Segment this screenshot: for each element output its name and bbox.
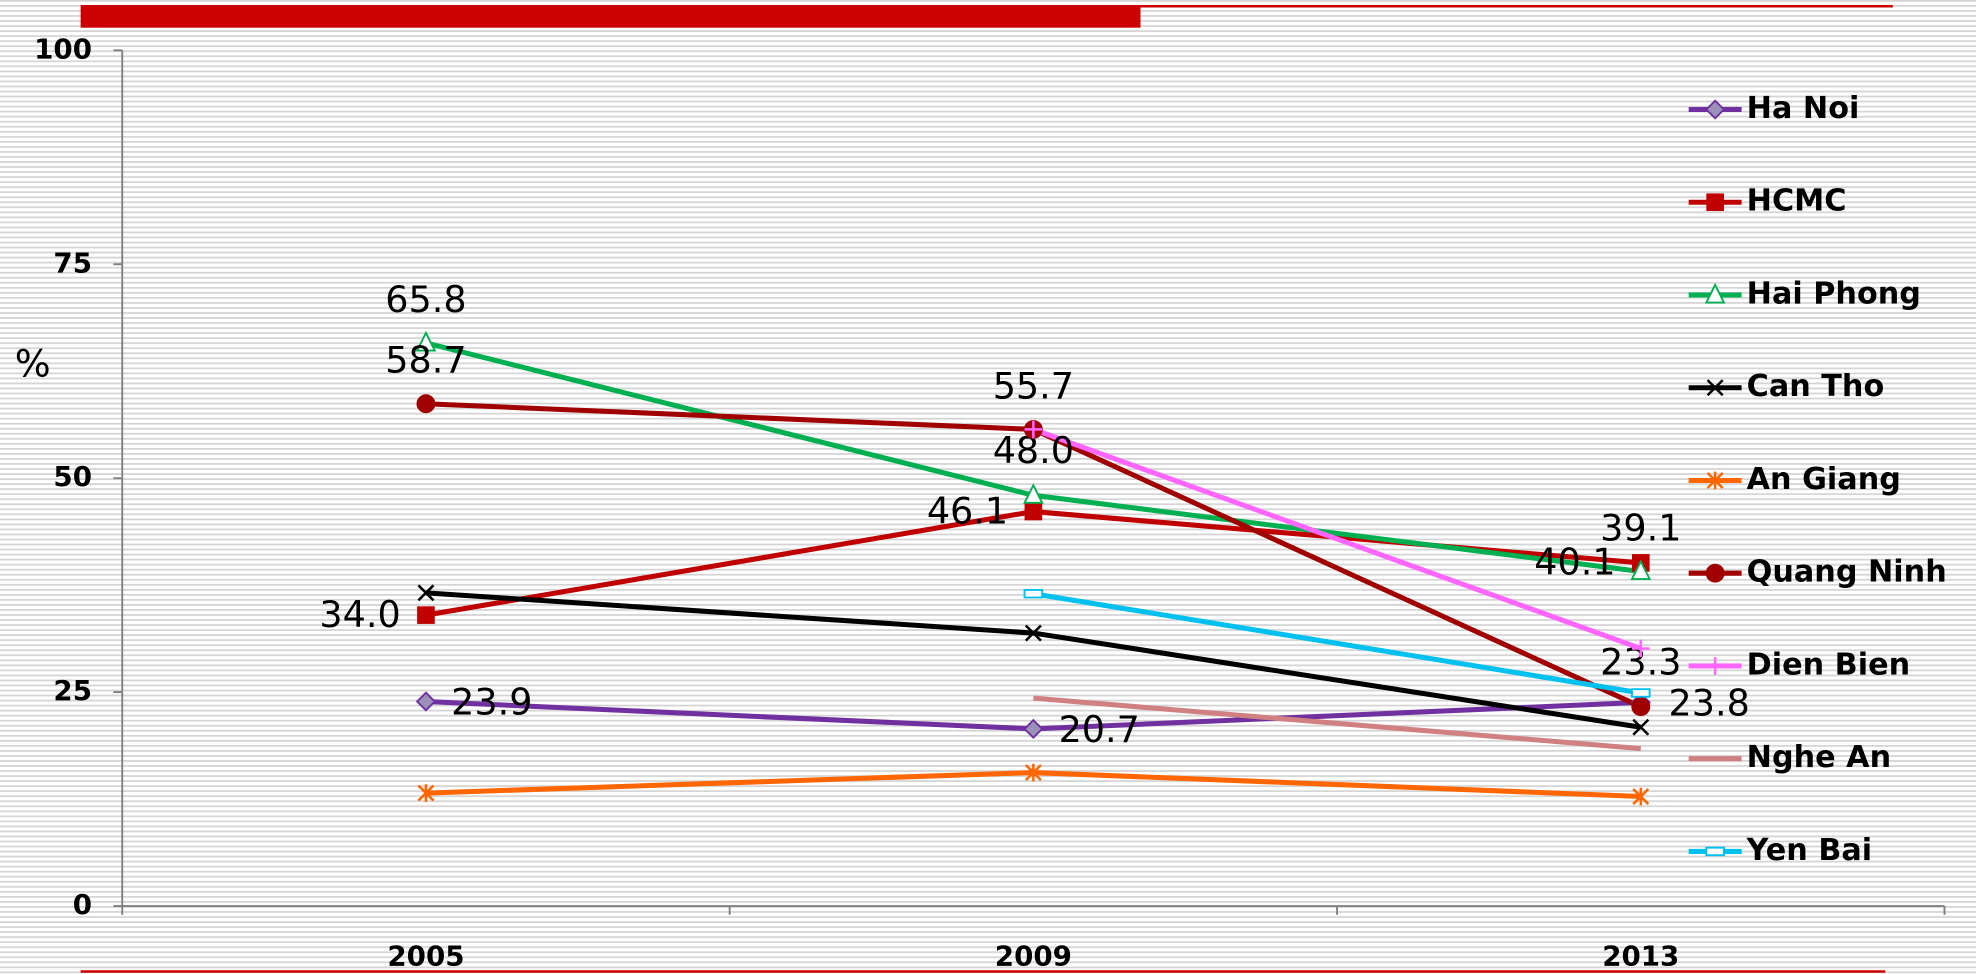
legend-label: Hai Phong xyxy=(1747,276,1921,311)
x-tick-label: 2005 xyxy=(387,940,464,973)
y-axis-label: % xyxy=(15,342,51,386)
legend-label: Can Tho xyxy=(1747,369,1885,404)
y-tick-label: 50 xyxy=(53,460,92,493)
data-label: 34.0 xyxy=(319,593,400,636)
legend-label: Nghe An xyxy=(1747,740,1891,775)
marker xyxy=(1632,718,1650,736)
marker xyxy=(1705,563,1725,583)
x-tick-label: 2009 xyxy=(995,940,1072,973)
data-label: 58.7 xyxy=(385,339,466,382)
y-tick-label: 0 xyxy=(73,888,92,921)
marker xyxy=(1632,787,1650,806)
marker xyxy=(1024,763,1042,782)
y-tick-label: 100 xyxy=(34,32,92,65)
marker xyxy=(1630,559,1652,580)
header-bar xyxy=(80,5,1141,28)
data-label: 65.8 xyxy=(385,278,466,321)
data-label: 23.9 xyxy=(451,681,532,724)
data-label: 20.7 xyxy=(1059,708,1140,751)
marker xyxy=(1704,99,1726,120)
series-line xyxy=(1032,591,1642,696)
legend-label: Dien Bien xyxy=(1747,647,1910,682)
marker xyxy=(1705,846,1725,857)
marker xyxy=(1024,502,1043,521)
marker xyxy=(1023,588,1044,599)
marker xyxy=(1706,657,1724,675)
data-label: 39.1 xyxy=(1600,506,1681,549)
data-label: 46.1 xyxy=(927,489,1008,532)
marker xyxy=(1706,471,1724,490)
marker xyxy=(1704,282,1726,304)
data-label: 55.7 xyxy=(993,364,1074,407)
legend-label: Ha Noi xyxy=(1747,91,1860,126)
legend-label: An Giang xyxy=(1747,462,1901,497)
series-line xyxy=(1032,427,1642,651)
marker xyxy=(1023,483,1044,504)
marker xyxy=(1024,420,1043,439)
series-line xyxy=(1033,695,1641,752)
x-tick-label: 2013 xyxy=(1602,940,1679,973)
marker xyxy=(417,606,435,624)
marker xyxy=(1023,718,1044,740)
marker xyxy=(1024,624,1042,642)
y-tick-label: 75 xyxy=(53,246,92,279)
legend-label: Yen Bai xyxy=(1746,833,1873,868)
marker xyxy=(416,394,436,414)
y-tick-label: 25 xyxy=(53,674,92,707)
marker xyxy=(1631,639,1650,658)
marker xyxy=(415,691,437,712)
legend-label: Quang Ninh xyxy=(1747,555,1947,590)
marker xyxy=(1631,697,1651,717)
marker xyxy=(1706,379,1724,397)
data-label: 40.1 xyxy=(1534,541,1615,584)
legend-label: HCMC xyxy=(1747,184,1847,219)
marker xyxy=(415,330,437,352)
marker xyxy=(417,784,435,802)
marker xyxy=(1706,193,1724,212)
data-label: 23.8 xyxy=(1669,681,1750,724)
marker xyxy=(417,584,435,602)
marker xyxy=(1631,688,1651,698)
